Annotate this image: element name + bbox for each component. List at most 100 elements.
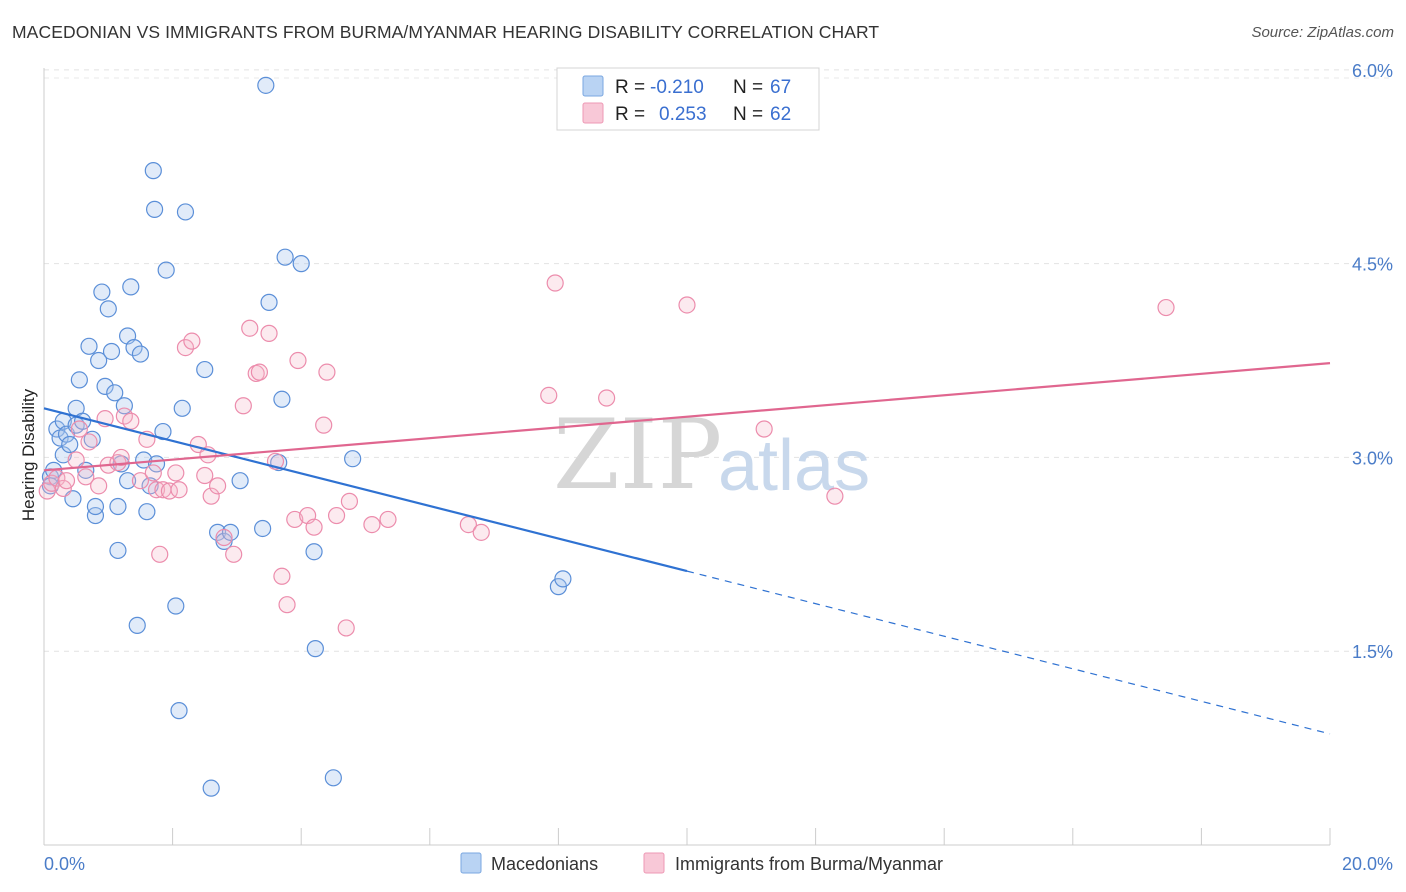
- point-macedonian: [273, 390, 291, 408]
- point-burma-myanmar: [678, 296, 696, 314]
- point-macedonian: [96, 377, 114, 395]
- trend-line-macedonians: [43, 407, 688, 573]
- point-burma-myanmar: [327, 506, 346, 525]
- point-burma-myanmar: [363, 515, 381, 534]
- point-macedonian: [86, 506, 105, 525]
- point-burma-myanmar: [234, 397, 252, 415]
- point-burma-myanmar: [225, 545, 243, 563]
- y-tick-labels: 1.5% 3.0% 4.5% 6.0%: [1352, 61, 1393, 662]
- y-tick-label: 1.5%: [1352, 642, 1393, 662]
- point-burma-myanmar: [209, 477, 227, 495]
- point-macedonian: [170, 702, 188, 720]
- point-macedonian: [61, 435, 79, 454]
- point-burma-myanmar: [70, 420, 88, 438]
- point-burma-myanmar: [318, 363, 336, 381]
- point-burma-myanmar: [147, 481, 166, 499]
- axes: [43, 68, 1330, 846]
- point-macedonian: [276, 248, 294, 266]
- watermark: ZIP atlas: [553, 399, 870, 511]
- series-macedonians: [41, 76, 572, 797]
- legend-top: R = -0.210 N = 67 R = 0.253 N = 62: [556, 67, 820, 131]
- y-tick-label: 4.5%: [1352, 255, 1393, 275]
- point-macedonian: [145, 200, 164, 218]
- legend-n-label-2: N =: [733, 104, 763, 125]
- point-macedonian: [257, 76, 275, 94]
- point-macedonian: [135, 451, 153, 469]
- point-macedonian: [83, 430, 101, 448]
- point-macedonian: [144, 162, 162, 180]
- point-burma-myanmar: [289, 351, 307, 370]
- legend-r-value-2: 0.253: [659, 104, 707, 125]
- point-burma-myanmar: [337, 619, 355, 637]
- point-macedonian: [80, 337, 98, 355]
- point-burma-myanmar: [215, 528, 233, 547]
- point-macedonian: [128, 616, 146, 634]
- point-macedonian: [254, 519, 272, 538]
- point-burma-myanmar: [170, 481, 188, 499]
- trend-lines: [43, 362, 1331, 735]
- point-burma-myanmar: [167, 464, 185, 482]
- point-burma-myanmar: [196, 466, 214, 485]
- point-burma-myanmar: [183, 332, 201, 350]
- watermark-zip: ZIP: [553, 399, 722, 511]
- point-macedonian: [176, 203, 195, 221]
- point-macedonian: [102, 342, 121, 361]
- series-burma-myanmar: [38, 274, 1175, 637]
- point-macedonian: [324, 769, 342, 787]
- legend-bottom-swatch-blue: [460, 852, 482, 874]
- point-macedonian: [554, 570, 572, 588]
- legend-bottom: Macedonians Immigrants from Burma/Myanma…: [460, 852, 943, 874]
- point-macedonian: [122, 278, 140, 296]
- point-burma-myanmar: [77, 468, 95, 486]
- point-burma-myanmar: [67, 451, 85, 469]
- trend-line-burma-myanmar: [43, 362, 1331, 472]
- legend-r-label-1: R =: [615, 77, 645, 98]
- point-burma-myanmar: [90, 477, 108, 495]
- point-burma-myanmar: [273, 567, 291, 585]
- point-burma-myanmar: [826, 487, 844, 505]
- point-macedonian: [305, 543, 323, 561]
- point-macedonian: [260, 293, 278, 311]
- y-tick-label: 6.0%: [1352, 61, 1393, 81]
- point-burma-myanmar: [176, 339, 195, 357]
- point-burma-myanmar: [80, 433, 98, 451]
- point-macedonian: [131, 345, 150, 363]
- legend-swatch-pink: [582, 102, 604, 124]
- point-burma-myanmar: [57, 472, 76, 490]
- point-burma-myanmar: [598, 389, 616, 407]
- point-macedonian: [196, 360, 214, 379]
- legend-bottom-label-burma: Immigrants from Burma/Myanmar: [675, 854, 943, 874]
- point-burma-myanmar: [122, 412, 140, 430]
- point-burma-myanmar: [340, 492, 359, 510]
- point-burma-myanmar: [112, 448, 130, 467]
- point-burma-myanmar: [540, 386, 558, 405]
- point-macedonian: [344, 450, 362, 468]
- point-burma-myanmar: [144, 464, 162, 482]
- point-burma-myanmar: [546, 274, 564, 292]
- point-macedonian: [118, 472, 137, 490]
- x-tick-label-min: 0.0%: [44, 854, 85, 874]
- watermark-atlas: atlas: [718, 426, 870, 506]
- point-macedonian: [202, 779, 220, 797]
- x-tick-labels: 0.0% 20.0%: [44, 854, 1393, 874]
- point-burma-myanmar: [472, 523, 490, 541]
- legend-r-label-2: R =: [615, 104, 645, 125]
- point-burma-myanmar: [260, 324, 278, 342]
- point-burma-myanmar: [202, 487, 220, 505]
- legend-swatch-blue: [582, 75, 604, 97]
- chart-title: MACEDONIAN VS IMMIGRANTS FROM BURMA/MYAN…: [12, 22, 880, 42]
- point-burma-myanmar: [286, 510, 304, 529]
- point-burma-myanmar: [278, 596, 296, 614]
- point-burma-myanmar: [755, 420, 773, 438]
- point-macedonian: [167, 597, 185, 615]
- point-macedonian: [125, 339, 143, 357]
- point-macedonian: [292, 255, 310, 273]
- point-macedonian: [231, 472, 249, 490]
- point-burma-myanmar: [379, 510, 397, 529]
- point-burma-myanmar: [250, 363, 269, 381]
- legend-bottom-label-macedonians: Macedonians: [491, 854, 598, 874]
- point-burma-myanmar: [131, 472, 150, 490]
- point-burma-myanmar: [305, 518, 323, 536]
- point-burma-myanmar: [241, 319, 259, 337]
